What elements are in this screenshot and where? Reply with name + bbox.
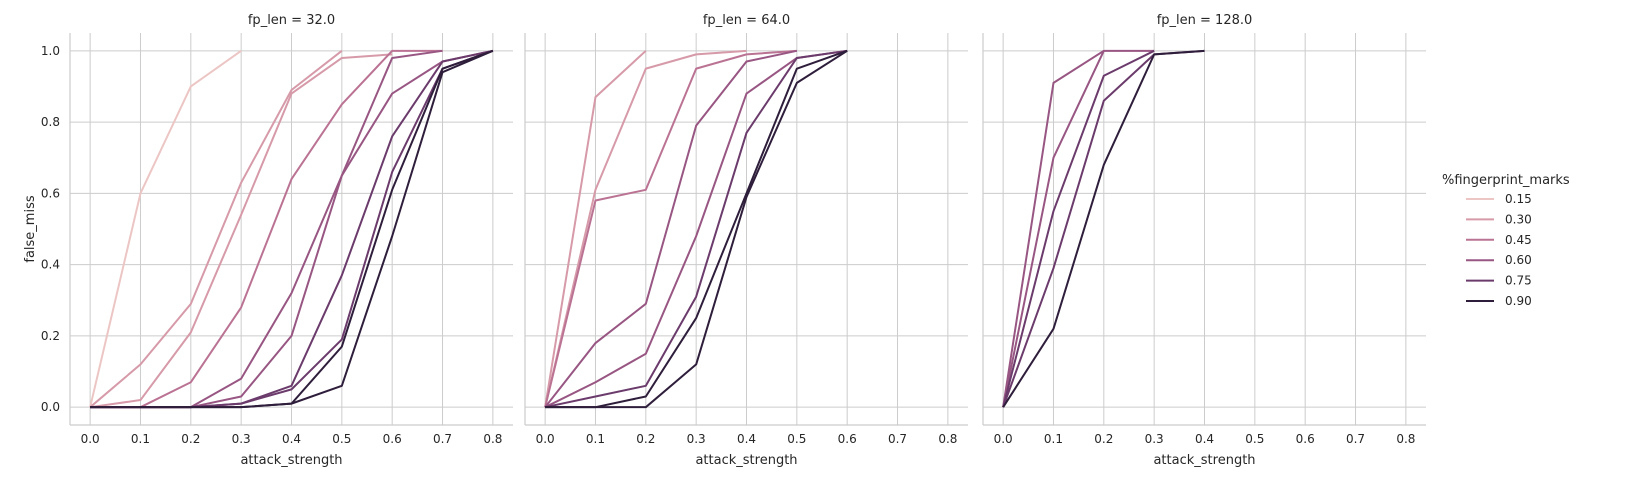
x-tick-label: 0.5 <box>1245 432 1264 446</box>
x-tick-label: 0.6 <box>383 432 402 446</box>
x-tick-label: 0.8 <box>1396 432 1415 446</box>
x-tick-label: 0.4 <box>282 432 301 446</box>
panel-title: fp_len = 32.0 <box>248 13 335 28</box>
series-line-0.30 <box>89 53 393 409</box>
legend-title: %fingerprint_marks <box>1442 173 1570 188</box>
x-tick-label: 0.2 <box>181 432 200 446</box>
x-tick-label: 0.5 <box>332 432 351 446</box>
series-line-0.90 <box>90 49 494 409</box>
y-tick-label: 1.0 <box>41 44 60 58</box>
x-axis-label: attack_strength <box>695 453 797 468</box>
x-tick-label: 0.6 <box>1296 432 1315 446</box>
x-tick-label: 0.1 <box>1044 432 1063 446</box>
x-tick-label: 0.7 <box>433 432 452 446</box>
y-axis-label: false_miss <box>23 195 38 262</box>
series-line-0.60 <box>1002 49 1155 408</box>
series-line-0.45 <box>90 49 443 409</box>
series-line-0.60 <box>90 49 443 409</box>
series-line-0.30 <box>544 49 747 408</box>
legend: %fingerprint_marks 0.15 0.30 0.45 0.60 0.75 0.… <box>1442 173 1570 308</box>
x-axis-label: attack_strength <box>1153 453 1255 468</box>
series-line-0.15 <box>89 50 242 408</box>
series-line-0.60 <box>1002 49 1105 408</box>
x-tick-label: 0.7 <box>888 432 907 446</box>
series-line-0.30 <box>89 50 343 408</box>
series-line-0.60 <box>544 49 798 408</box>
legend-label: 0.60 <box>1505 253 1532 267</box>
legend-label: 0.75 <box>1505 274 1532 288</box>
x-tick-label: 0.6 <box>838 432 857 446</box>
y-tick-label: 0.4 <box>41 258 60 272</box>
x-tick-label: 0.2 <box>1094 432 1113 446</box>
legend-label: 0.15 <box>1505 192 1532 206</box>
y-tick-label: 0.2 <box>41 329 60 343</box>
series-line-0.90 <box>545 49 848 409</box>
y-tick-label: 0.8 <box>41 115 60 129</box>
x-tick-label: 0.4 <box>1195 432 1214 446</box>
x-tick-label: 0.1 <box>586 432 605 446</box>
series-line-0.30 <box>544 50 647 408</box>
legend-label: 0.45 <box>1505 233 1532 247</box>
x-tick-label: 0.3 <box>687 432 706 446</box>
x-tick-label: 0.7 <box>1346 432 1365 446</box>
legend-label: 0.30 <box>1505 212 1532 226</box>
panel-3: 0.0 0.1 0.2 0.3 0.4 0.5 0.6 0.7 0.8 attack_streng… <box>982 13 1426 468</box>
panel-2: 0.0 0.1 0.2 0.3 0.4 0.5 0.6 0.7 0.8 attack_streng… <box>524 13 968 468</box>
legend-label: 0.90 <box>1505 294 1532 308</box>
x-tick-label: 0.4 <box>737 432 756 446</box>
x-tick-label: 0.8 <box>483 432 502 446</box>
x-tick-label: 0.3 <box>1145 432 1164 446</box>
x-axis-label: attack_strength <box>240 453 342 468</box>
x-tick-label: 0.0 <box>536 432 555 446</box>
panel-title: fp_len = 128.0 <box>1157 13 1253 28</box>
x-tick-label: 0.0 <box>994 432 1013 446</box>
x-tick-label: 0.0 <box>81 432 100 446</box>
y-tick-label: 0.0 <box>41 400 60 414</box>
x-tick-label: 0.5 <box>787 432 806 446</box>
panel-title: fp_len = 64.0 <box>703 13 790 28</box>
series-line-0.75 <box>544 49 848 409</box>
y-tick-label: 0.6 <box>41 186 60 200</box>
x-tick-label: 0.8 <box>938 432 957 446</box>
x-tick-label: 0.2 <box>636 432 655 446</box>
panel-1: 0.0 0.1 0.2 0.3 0.4 0.5 0.6 0.7 0.8 0.0 0.2 0.4 0.6 0… <box>23 13 513 468</box>
series-line-0.75 <box>1002 49 1155 408</box>
x-tick-label: 0.3 <box>232 432 251 446</box>
x-tick-label: 0.1 <box>131 432 150 446</box>
series-line-0.90 <box>1002 49 1205 408</box>
series-line-0.45 <box>544 49 797 408</box>
